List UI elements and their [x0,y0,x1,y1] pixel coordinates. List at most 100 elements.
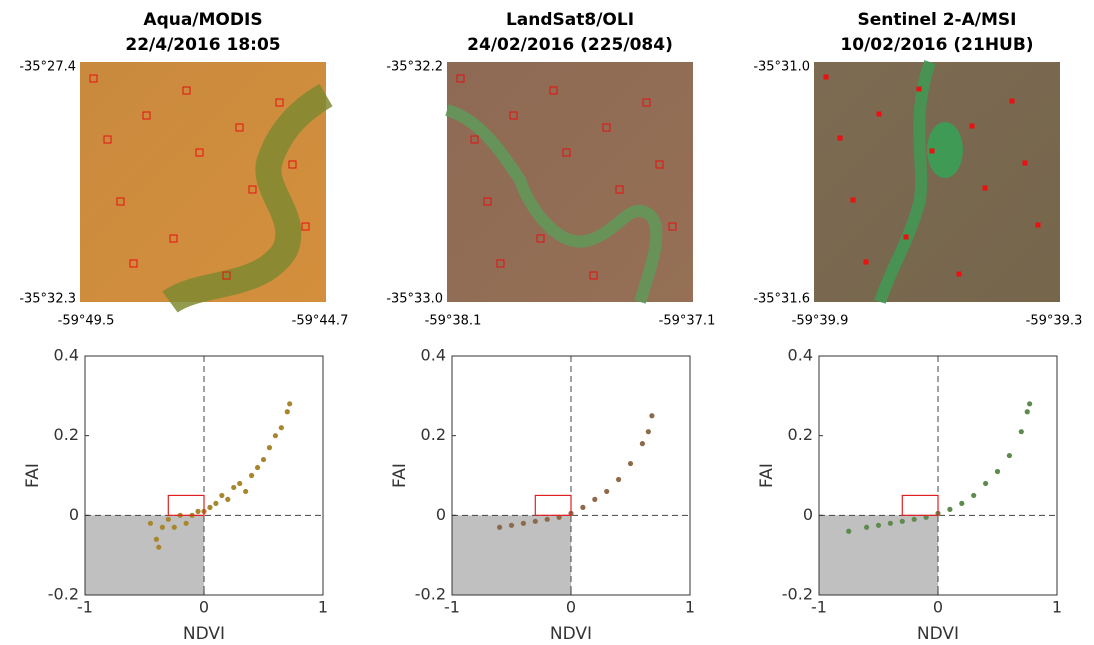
point [627,460,634,467]
pixel-marker [195,148,204,157]
lon-label: -59°44.7 [292,314,349,329]
pixel-marker [182,86,191,95]
point [287,401,293,407]
pixel-marker [956,271,962,277]
point [875,522,882,528]
point [911,516,917,522]
point [497,524,503,530]
lon-label: -59°39.9 [792,314,849,329]
point [1006,452,1013,459]
pixel-marker [456,74,465,83]
point [649,413,655,419]
y-tick-label: 0 [803,505,813,524]
pixel-marker [615,185,624,194]
point [616,476,622,483]
y-axis-label: FAI [390,463,410,488]
y-tick-label: 0.2 [54,425,79,444]
lat-label: -35°33.0 [386,292,443,307]
pixel-marker [103,135,112,144]
point [213,500,219,506]
pixel-marker [509,111,518,120]
pixel-marker [850,197,856,203]
point [899,518,905,524]
pixel-marker [536,234,545,243]
pixel-marker [562,148,571,157]
pixel-marker [169,234,178,243]
pixel-marker [496,259,505,268]
point [580,504,586,510]
lon-label: -59°39.3 [1026,314,1083,329]
point [225,496,231,502]
point [153,536,159,542]
image-title: 22/4/2016 18:05 [125,35,280,55]
point [165,516,171,522]
pixel-marker [823,74,829,80]
lat-label: -35°32.3 [19,292,76,307]
pixel-marker [235,123,244,132]
point [947,506,953,512]
x-axis-label: NDVI [183,624,225,644]
pixel-marker [301,222,310,231]
point [923,514,929,520]
highlight-box [901,494,939,516]
point [887,520,894,526]
image-title: 10/02/2016 (21HUB) [840,35,1033,55]
point [272,433,278,439]
point [520,520,527,526]
y-tick-label: 0.4 [421,346,446,365]
point [1024,409,1030,415]
y-tick-label: 0.4 [54,346,79,365]
pixel-marker [470,135,479,144]
image-title: 24/02/2016 (225/084) [467,35,673,55]
point [645,429,651,435]
highlight-box [167,494,205,516]
point [604,488,610,495]
shaded-region [819,515,938,595]
pixel-marker [642,98,651,107]
pixel-marker [602,123,611,132]
point [159,524,165,530]
point [260,456,267,463]
y-axis-label: FAI [757,463,777,488]
point [864,524,870,530]
point [171,524,177,530]
pixel-marker [655,160,664,169]
x-tick-label: -1 [811,598,827,617]
shaded-region [85,515,204,595]
point [532,518,538,524]
highlight-box [534,494,572,516]
point [639,441,646,447]
point [147,520,154,526]
y-tick-label: 0.4 [788,346,813,365]
pixel-marker [589,271,598,280]
image-title: Aqua/MODIS [143,10,262,30]
river [874,60,936,304]
point [237,480,243,487]
point [556,514,562,520]
river [162,83,333,314]
pixel-marker [1035,222,1041,228]
x-tick-label: -1 [77,598,93,617]
y-tick-label: -0.2 [782,585,813,604]
pixel-marker [876,111,882,117]
lon-label: -59°49.5 [58,314,115,329]
point [508,522,515,528]
shaded-region [452,515,571,595]
point [254,464,261,471]
x-tick-label: 1 [318,598,328,617]
y-tick-label: 0 [436,505,446,524]
point [231,484,237,491]
point [284,409,290,415]
pixel-marker [89,74,98,83]
x-tick-label: 0 [933,598,943,617]
point [544,516,550,522]
pixel-marker [142,111,151,120]
point [994,468,1001,475]
y-axis-label: FAI [23,463,43,488]
pixel-marker [129,259,138,268]
lagoon [927,122,963,178]
x-axis-label: NDVI [917,624,959,644]
pixel-marker [837,135,843,141]
point [207,504,213,510]
